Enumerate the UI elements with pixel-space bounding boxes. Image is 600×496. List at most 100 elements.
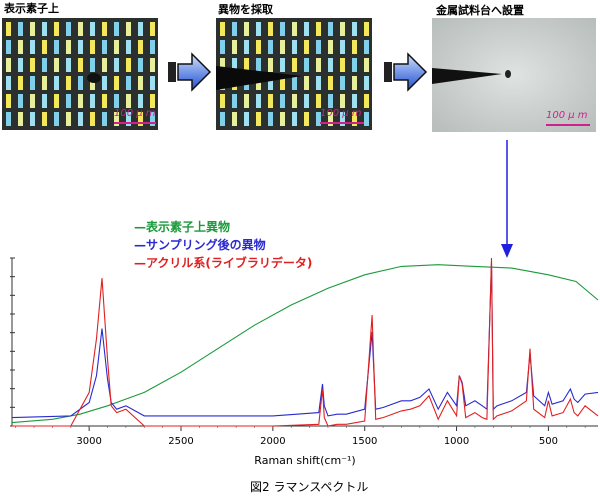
- pixel-stripe: [6, 94, 11, 108]
- pixel-stripe: [232, 58, 237, 72]
- pixel-stripe: [150, 94, 155, 108]
- pixel-stripe: [304, 112, 309, 126]
- pixel-stripe: [126, 94, 131, 108]
- right-arrow-icon: [168, 52, 212, 92]
- pixel-stripe: [340, 112, 345, 126]
- pixel-stripe: [328, 22, 333, 36]
- pixel-stripe: [30, 112, 35, 126]
- pixel-stripe: [364, 76, 369, 90]
- pixel-stripe: [6, 76, 11, 90]
- figure-caption: 図2 ラマンスペクトル: [250, 480, 369, 494]
- x-tick-label: 3000: [76, 436, 101, 447]
- pixel-stripe: [328, 112, 333, 126]
- pixel-stripe: [102, 58, 107, 72]
- pixel-stripe: [292, 22, 297, 36]
- pixel-stripe: [54, 58, 59, 72]
- pixel-stripe: [66, 94, 71, 108]
- pixel-stripe: [244, 58, 249, 72]
- pixel-stripe: [352, 40, 357, 54]
- pixel-stripe: [292, 58, 297, 72]
- pixel-stripe: [256, 22, 261, 36]
- pixel-stripe: [6, 40, 11, 54]
- pixel-stripe: [102, 22, 107, 36]
- pixel-stripe: [90, 112, 95, 126]
- pixel-stripe: [54, 94, 59, 108]
- pixel-stripe: [244, 112, 249, 126]
- series-line-3: [12, 257, 599, 427]
- legend-item-blue: —サンプリング後の異物: [134, 238, 266, 252]
- panel-label-2: 異物を採取: [218, 3, 273, 16]
- pixel-stripe: [256, 94, 261, 108]
- pixel-stripe: [280, 40, 285, 54]
- pixel-stripe: [18, 94, 23, 108]
- scale-label-1: 100 μ m: [114, 108, 156, 119]
- series-line-2: [11, 262, 599, 419]
- pixel-stripe: [30, 58, 35, 72]
- pixel-stripe: [268, 94, 273, 108]
- pixel-stripe: [18, 40, 23, 54]
- pixel-stripe: [150, 40, 155, 54]
- pixel-stripe: [114, 94, 119, 108]
- pixel-stripe: [150, 112, 155, 126]
- pixel-stripe: [256, 58, 261, 72]
- pixel-stripe: [126, 40, 131, 54]
- pixel-stripe: [280, 22, 285, 36]
- down-arrow-icon: [501, 140, 513, 258]
- pixel-stripe: [138, 22, 143, 36]
- pixel-stripe: [316, 22, 321, 36]
- pixel-stripe: [268, 76, 273, 90]
- micrograph-metal-stage: 100 μ m: [432, 18, 596, 132]
- pixel-stripe: [90, 22, 95, 36]
- scale-label-2: 100 μ m: [320, 108, 362, 119]
- pixel-stripe: [352, 112, 357, 126]
- pixel-stripe: [304, 58, 309, 72]
- pixel-stripe: [256, 40, 261, 54]
- pixel-stripe: [102, 94, 107, 108]
- pixel-stripe: [280, 112, 285, 126]
- pixel-stripe: [90, 76, 95, 90]
- pixel-stripe: [114, 58, 119, 72]
- pixel-stripe: [126, 58, 131, 72]
- x-tick-label: 1000: [444, 436, 469, 447]
- pixel-stripe: [316, 76, 321, 90]
- scale-label-3: 100 μ m: [546, 110, 588, 121]
- pixel-stripe: [268, 40, 273, 54]
- pixel-stripe: [6, 58, 11, 72]
- pixel-stripe: [232, 94, 237, 108]
- pixel-stripe: [316, 112, 321, 126]
- legend-item-green: —表示素子上異物: [134, 220, 231, 234]
- pixel-stripe: [30, 40, 35, 54]
- pixel-stripe: [138, 40, 143, 54]
- pixel-stripe: [316, 58, 321, 72]
- scale-bar-2: [320, 122, 364, 124]
- micrograph-metal-stage-image: [432, 18, 596, 132]
- pixel-stripe: [232, 40, 237, 54]
- pixel-stripe: [340, 40, 345, 54]
- pixel-stripe: [232, 22, 237, 36]
- pixel-stripe: [66, 22, 71, 36]
- pixel-stripe: [340, 94, 345, 108]
- pixel-stripe: [340, 22, 345, 36]
- pixel-stripe: [340, 76, 345, 90]
- pixel-stripe: [244, 40, 249, 54]
- pixel-stripe: [244, 22, 249, 36]
- pixel-stripe: [42, 40, 47, 54]
- pixel-stripe: [18, 58, 23, 72]
- pixel-stripe: [304, 22, 309, 36]
- pixel-stripe: [90, 40, 95, 54]
- micrograph-sampling-image: [216, 18, 372, 130]
- pixel-stripe: [138, 112, 143, 126]
- pixel-stripe: [220, 22, 225, 36]
- pixel-stripe: [102, 112, 107, 126]
- pixel-stripe: [30, 22, 35, 36]
- pixel-stripe: [90, 58, 95, 72]
- pixel-stripe: [268, 58, 273, 72]
- panel-label-1: 表示素子上: [4, 2, 59, 15]
- pixel-stripe: [66, 58, 71, 72]
- pixel-stripe: [18, 22, 23, 36]
- pixel-stripe: [352, 58, 357, 72]
- pixel-stripe: [364, 112, 369, 126]
- pixel-stripe: [150, 76, 155, 90]
- pixel-stripe: [244, 94, 249, 108]
- pixel-stripe: [292, 76, 297, 90]
